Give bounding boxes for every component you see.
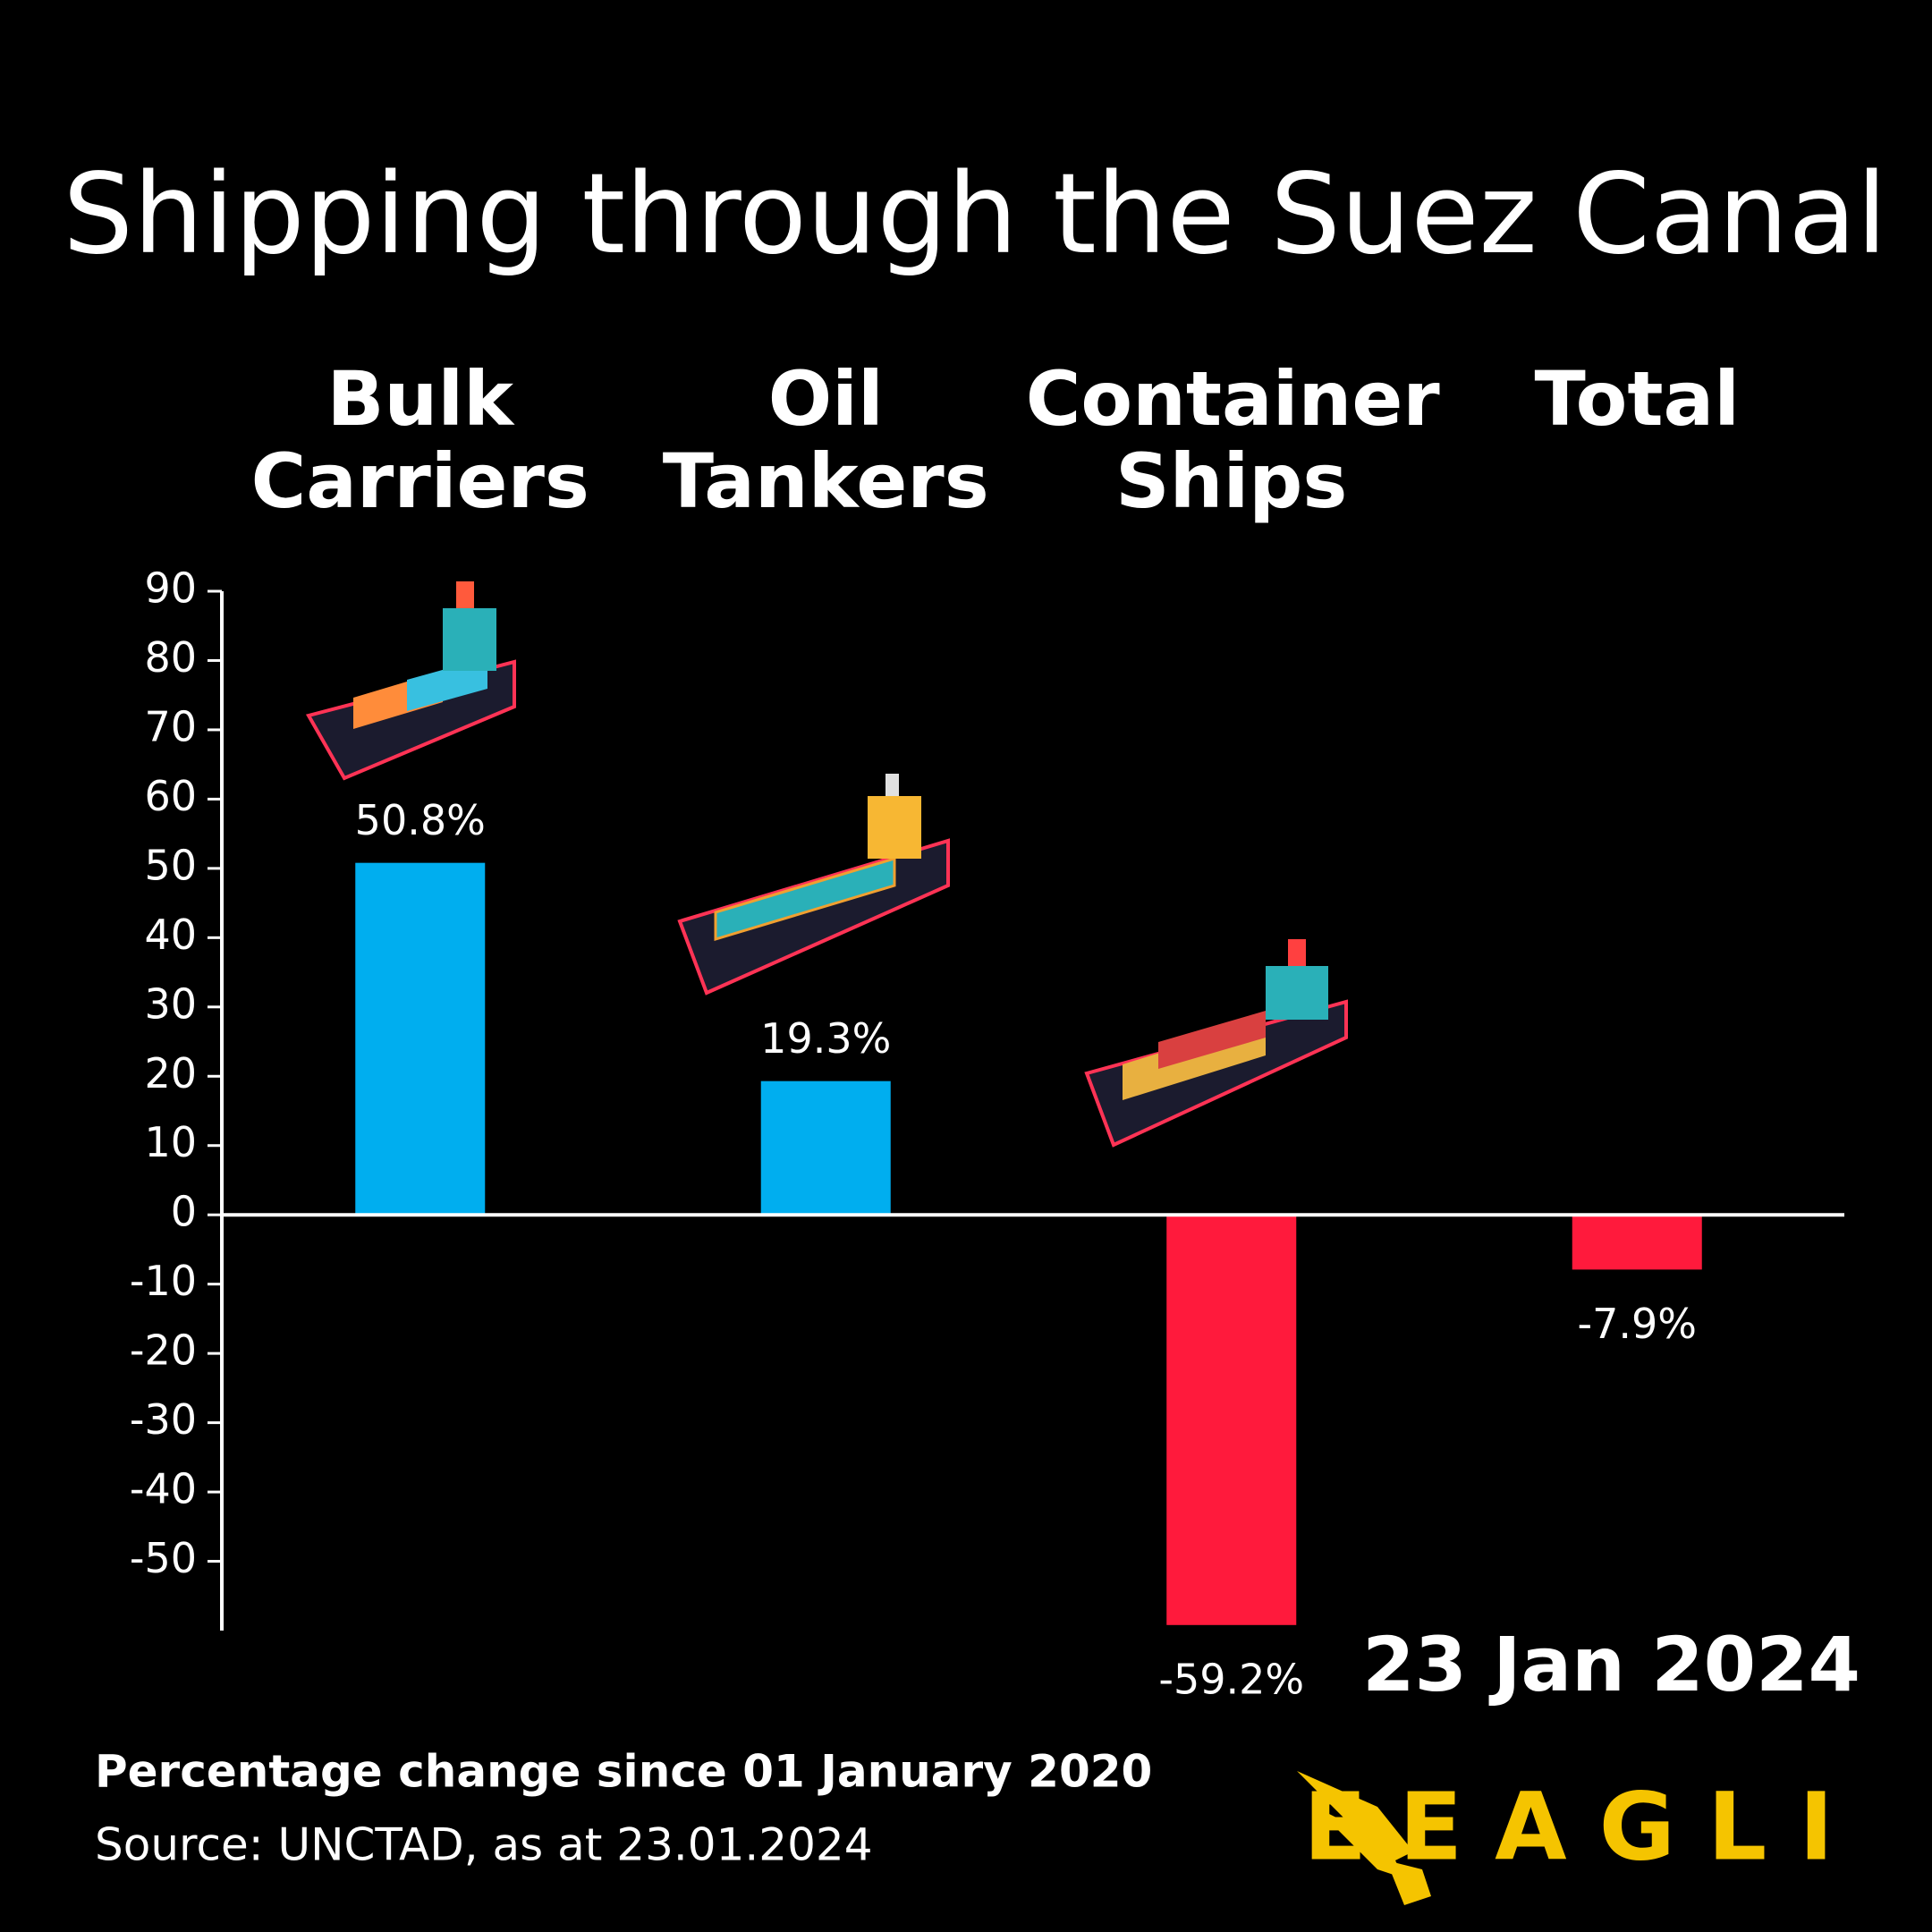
logo-icon [1297,1771,1431,1905]
value-label: 19.3% [760,1014,891,1063]
bar [1166,1215,1297,1625]
category-label: Bulk Carriers [250,355,589,525]
bar [1572,1215,1702,1270]
y-tick-label: 20 [144,1049,197,1097]
y-tick-label: 80 [144,633,197,682]
y-tick-label: -10 [130,1257,197,1305]
ship-icon [305,581,516,781]
brand: EEAGLI [1303,1772,1866,1881]
y-tick-label: 60 [144,772,197,820]
y-tick-label: -30 [130,1395,197,1444]
chart-title: Shipping through the Suez Canal [63,150,1887,279]
category-label: Oil Tankers [662,355,989,525]
date: 23 Jan 2024 [1362,1621,1860,1708]
subtitle: Percentage change since 01 January 2020 [95,1746,1152,1798]
y-tick-label: 50 [144,841,197,889]
y-tick-label: 10 [144,1118,197,1166]
y-tick-label: 70 [144,702,197,750]
y-tick-label: -50 [130,1534,197,1582]
category-label: Container Ships [1025,355,1440,525]
bar [760,1080,891,1216]
value-label: -59.2% [1158,1655,1304,1703]
y-tick-label: 90 [144,564,197,613]
ship-icon [677,774,950,996]
y-tick-label: -40 [130,1465,197,1513]
category-label: Total [1534,355,1740,443]
y-tick-label: 30 [144,979,197,1028]
y-tick-label: -20 [130,1326,197,1375]
y-tick-label: 0 [171,1188,197,1236]
value-label: 50.8% [355,796,486,844]
bar [355,862,486,1216]
value-label: -7.9% [1578,1300,1697,1348]
ship-icon [1084,939,1348,1148]
source: Source: UNCTAD, as at 23.01.2024 [95,1819,873,1871]
y-tick-label: 40 [144,911,197,959]
